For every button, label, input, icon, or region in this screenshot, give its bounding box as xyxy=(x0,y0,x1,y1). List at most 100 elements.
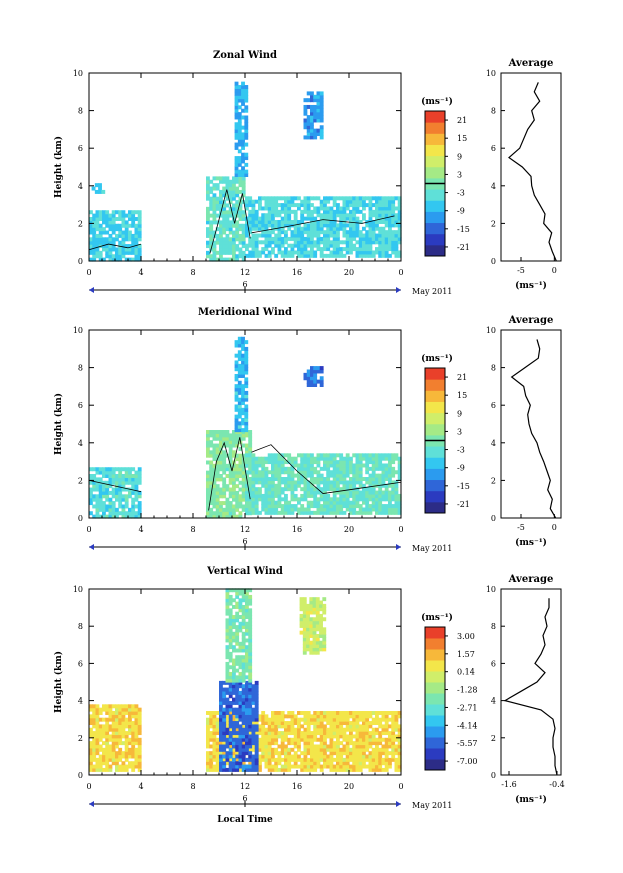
heatmap-cell xyxy=(248,497,253,502)
heatmap-cell xyxy=(355,466,360,471)
heatmap-cell xyxy=(287,727,292,732)
colorbar-swatch xyxy=(425,737,445,749)
heatmap-cell xyxy=(316,744,321,749)
heatmap-cell xyxy=(264,477,269,481)
heatmap-cell xyxy=(303,463,308,468)
heatmap-cell xyxy=(355,223,360,228)
heatmap-cell xyxy=(232,621,236,626)
heatmap-cell xyxy=(297,744,301,749)
heatmap-cell xyxy=(375,741,379,746)
heatmap-cell xyxy=(244,142,249,147)
heatmap-cell xyxy=(209,213,214,218)
heatmap-cell xyxy=(235,588,240,593)
heatmap-cell xyxy=(313,490,318,495)
heatmap-cell xyxy=(237,414,242,419)
heatmap-cell xyxy=(251,453,256,458)
heatmap-cell xyxy=(105,484,110,489)
heatmap-cell xyxy=(111,247,116,252)
heatmap-cell xyxy=(131,754,136,759)
heatmap-cell xyxy=(124,480,129,485)
heatmap-cell xyxy=(391,199,396,204)
heatmap-cell xyxy=(206,227,210,232)
heatmap-cell xyxy=(267,233,272,238)
heatmap-cell xyxy=(95,737,100,742)
heatmap-cell xyxy=(391,493,396,498)
heatmap-cell xyxy=(128,480,132,485)
heatmap-cell xyxy=(349,724,353,729)
y-tick-label: 8 xyxy=(78,364,83,373)
heatmap-cell xyxy=(209,443,214,448)
heatmap-cell xyxy=(238,625,243,630)
heatmap-cell xyxy=(326,714,331,719)
heatmap-cell xyxy=(267,751,272,756)
heatmap-cell xyxy=(342,203,347,208)
heatmap-cell xyxy=(115,707,119,712)
heatmap-cell xyxy=(384,487,389,492)
heatmap-cell xyxy=(254,717,259,722)
heatmap-cell xyxy=(368,203,373,208)
heatmap-cell xyxy=(306,717,311,722)
heatmap-cell xyxy=(228,453,233,458)
heatmap-cell xyxy=(313,477,318,481)
heatmap-cell xyxy=(336,226,340,231)
heatmap-cell xyxy=(89,490,93,495)
heatmap-cell xyxy=(89,497,93,502)
heatmap-cell xyxy=(365,493,370,498)
heatmap-cell xyxy=(134,707,139,712)
heatmap-cell xyxy=(232,247,236,252)
heatmap-cell xyxy=(108,514,113,519)
heatmap-cell xyxy=(306,243,311,248)
colorbar-swatch xyxy=(425,468,445,481)
heatmap-cell xyxy=(212,230,217,235)
heatmap-cell xyxy=(95,470,100,475)
heatmap-cell xyxy=(290,493,295,498)
heatmap-cell xyxy=(228,727,233,732)
heatmap-cell xyxy=(241,678,246,683)
heatmap-cell xyxy=(332,233,337,238)
heatmap-cell xyxy=(300,236,305,241)
heatmap-cell xyxy=(349,230,353,235)
heatmap-cell xyxy=(336,250,340,255)
heatmap-cell xyxy=(219,487,223,492)
heatmap-cell xyxy=(219,450,223,455)
heatmap-cell xyxy=(312,634,317,638)
heatmap-cell xyxy=(235,747,240,752)
heatmap-cell xyxy=(322,647,327,652)
heatmap-cell xyxy=(375,510,379,515)
heatmap-cell xyxy=(131,487,136,492)
heatmap-cell xyxy=(323,507,327,512)
heatmap-cell xyxy=(248,697,253,702)
heatmap-cell xyxy=(355,209,360,214)
heatmap-cell xyxy=(241,467,246,472)
heatmap-cell xyxy=(245,665,249,670)
heatmap-cell xyxy=(124,704,129,709)
heatmap-cell xyxy=(219,213,223,218)
heatmap-cell xyxy=(329,226,334,231)
heatmap-cell xyxy=(241,690,246,695)
heatmap-cell xyxy=(397,711,402,715)
average-y-tick-label: 10 xyxy=(486,69,496,78)
heatmap-cell xyxy=(397,199,402,204)
heatmap-cell xyxy=(316,128,321,133)
heatmap-cell xyxy=(241,135,245,140)
heatmap-cell xyxy=(349,213,353,218)
heatmap-cell xyxy=(319,507,324,512)
heatmap-cell xyxy=(238,754,243,759)
heatmap-cell xyxy=(397,470,402,475)
heatmap-cell xyxy=(381,727,386,732)
heatmap-cell xyxy=(391,510,396,515)
heatmap-cell xyxy=(362,236,366,241)
heatmap-cell xyxy=(371,741,376,746)
heatmap-cell xyxy=(339,487,344,492)
heatmap-cell xyxy=(277,487,282,492)
heatmap-cell xyxy=(251,247,256,252)
heatmap-cell xyxy=(248,714,253,719)
heatmap-cell xyxy=(339,226,344,231)
heatmap-cell xyxy=(394,223,399,228)
heatmap-cell xyxy=(394,213,399,218)
heatmap-cell xyxy=(98,217,103,221)
heatmap-cell xyxy=(98,183,102,188)
heatmap-cell xyxy=(388,220,392,224)
heatmap-cell xyxy=(92,704,97,709)
